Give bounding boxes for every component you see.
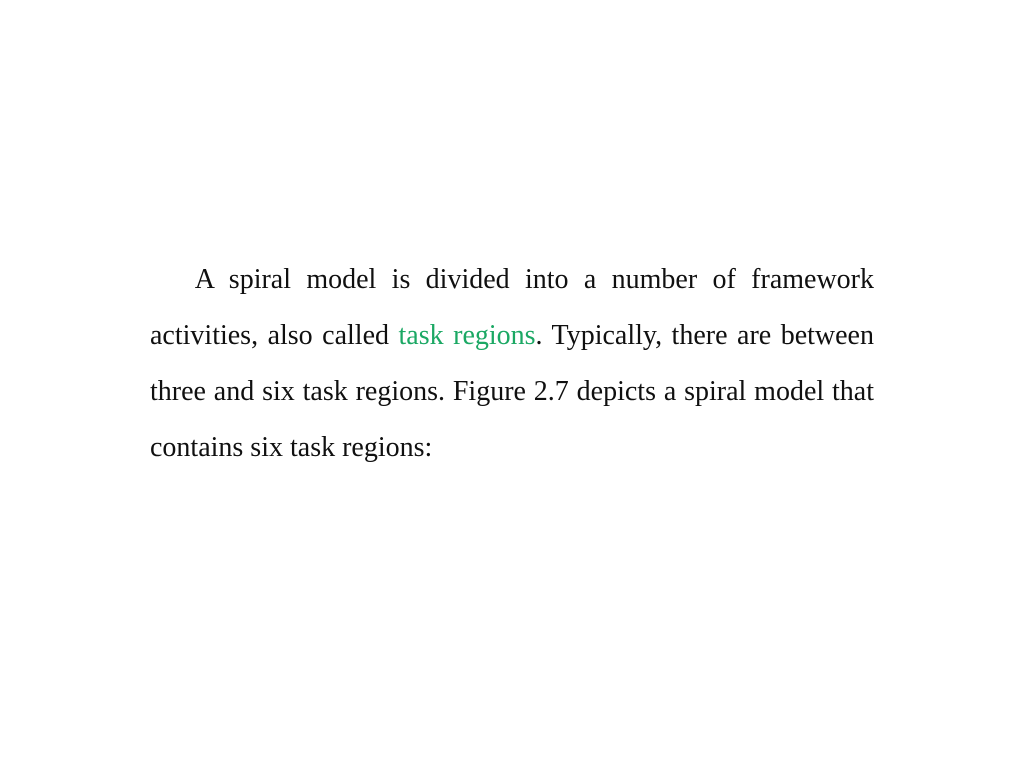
body-paragraph: A spiral model is divided into a number … bbox=[150, 252, 874, 476]
highlighted-term: task regions bbox=[399, 320, 536, 351]
slide-content: A spiral model is divided into a number … bbox=[150, 252, 874, 476]
